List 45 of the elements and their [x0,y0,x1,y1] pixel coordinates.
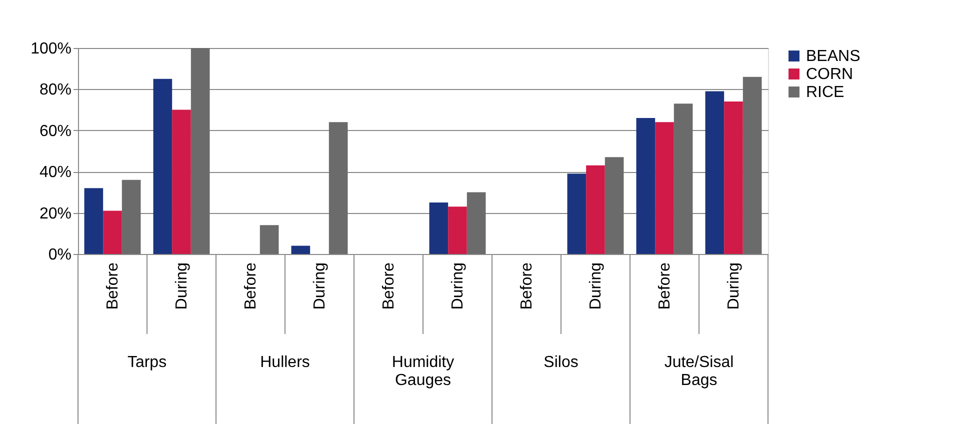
bar [328,122,348,254]
y-tick-label: 20% [39,205,72,222]
x-tick-label: During [588,262,604,310]
bar [567,174,586,254]
x-tick-label: During [726,262,742,310]
bar [153,78,172,254]
bar [674,104,693,254]
x-tick-label: Before [380,262,398,310]
bar [724,102,743,254]
bar [604,157,624,254]
bar [429,202,448,254]
y-tick-label: 100% [30,40,72,58]
x-tick-label: Before [242,262,260,310]
text: Jute/Sisal Bags [664,354,734,389]
bar [586,165,605,254]
x-tick-label: Before [656,262,674,310]
bar [260,225,279,254]
bar [122,180,141,254]
bar [742,76,762,254]
x-tick-label: During [450,262,466,310]
legend-label: CORN [806,66,854,83]
bar [636,118,656,254]
legend-label: BEANS [806,48,860,65]
bar [84,188,104,254]
x-tick-label: During [174,262,190,310]
y-tick-label: 60% [39,122,72,140]
bar [172,110,191,254]
x-tick-label: During [312,262,328,310]
bar [103,210,122,254]
bar [448,206,467,254]
x-tick-label: Before [104,262,122,310]
text: Silos [544,354,578,371]
bar [291,246,310,254]
text: Humidity Gauges [392,354,454,389]
bar [190,48,210,254]
bar [466,192,486,254]
bar [655,122,674,254]
text: Tarps [127,354,167,371]
legend-label: RICE [806,84,844,101]
bar [705,91,724,254]
y-tick-label: 40% [39,164,72,182]
y-tick-label: 80% [39,82,72,99]
y-tick-label: 0% [48,246,72,264]
text: Hullers [260,354,310,371]
x-tick-label: Before [518,262,536,310]
